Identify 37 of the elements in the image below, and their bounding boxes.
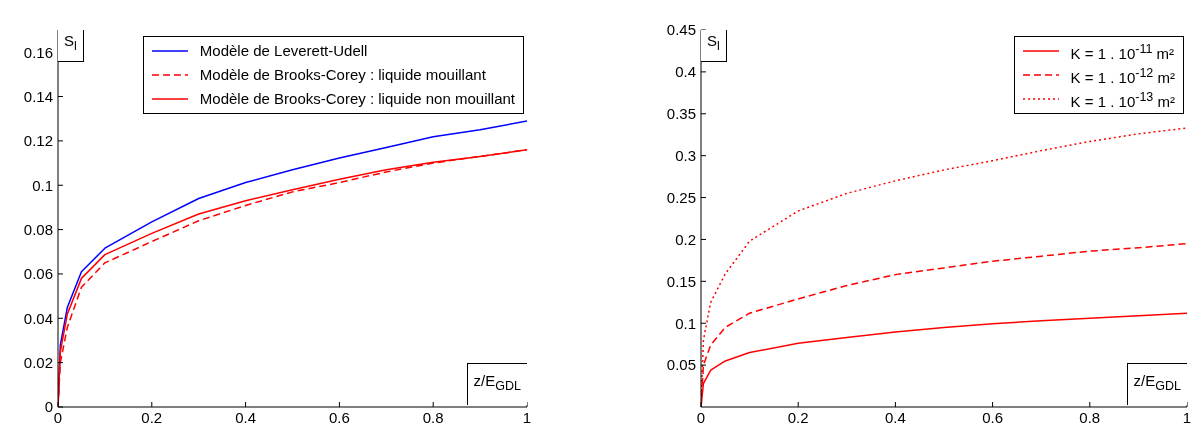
y-tick-label: 0.35 bbox=[666, 105, 696, 123]
y-tick-label: 0.45 bbox=[666, 21, 696, 39]
y-tick-label: 0.14 bbox=[23, 87, 53, 105]
y-axis-title: S$_{l}$ bbox=[701, 30, 727, 62]
y-tick-label: 0.15 bbox=[666, 272, 696, 290]
x-tick-label: 0.4 bbox=[884, 408, 906, 425]
x-tick-label: 1 bbox=[522, 408, 532, 425]
y-tick-label: 0.02 bbox=[23, 353, 53, 371]
legend-label: K = 1 . 10$^{-12}$ m² bbox=[1070, 64, 1175, 87]
y-tick-label: 0.1 bbox=[32, 176, 53, 194]
y-tick-label: 0.06 bbox=[23, 265, 53, 283]
x-tick-label: 0.6 bbox=[982, 408, 1004, 425]
x-tick-label: 0.6 bbox=[328, 408, 350, 425]
y-axis-title: S$_{l}$ bbox=[58, 30, 84, 62]
y-tick-label: 0.08 bbox=[23, 220, 53, 238]
y-tick-label: 0.16 bbox=[23, 43, 53, 61]
y-tick-label: 0.2 bbox=[675, 230, 696, 248]
x-tick-label: 0.2 bbox=[141, 408, 163, 425]
y-tick-label: 0.04 bbox=[23, 309, 53, 327]
legend-label: K = 1 . 10$^{-13}$ m² bbox=[1070, 88, 1175, 111]
legend-label: Modèle de Brooks-Corey : liquide non mouillant bbox=[199, 90, 515, 108]
y-tick-label: 0.4 bbox=[675, 63, 696, 81]
y-tick-label: 0.3 bbox=[675, 146, 696, 164]
x-tick-label: 0.8 bbox=[422, 408, 444, 425]
y-tick-label: 0.05 bbox=[666, 356, 696, 374]
legend-label: Modèle de Leverett-Udell bbox=[199, 42, 368, 60]
x-tick-label: 0.8 bbox=[1079, 408, 1101, 425]
y-tick-label: 0.1 bbox=[675, 314, 696, 332]
x-tick-label: 0.2 bbox=[787, 408, 809, 425]
y-tick-label: 0.12 bbox=[23, 132, 53, 150]
y-tick-label: 0.25 bbox=[666, 188, 696, 206]
legend-label: Modèle de Brooks-Corey : liquide mouillant bbox=[199, 66, 486, 84]
x-axis-title: z/E$_{GDL}$ bbox=[466, 363, 527, 405]
x-tick-label: 1 bbox=[1182, 408, 1192, 425]
x-axis-title: z/E$_{GDL}$ bbox=[1126, 363, 1187, 405]
legend-label: K = 1 . 10$^{-11}$ m² bbox=[1070, 40, 1175, 63]
x-tick-label: 0.4 bbox=[235, 408, 257, 425]
